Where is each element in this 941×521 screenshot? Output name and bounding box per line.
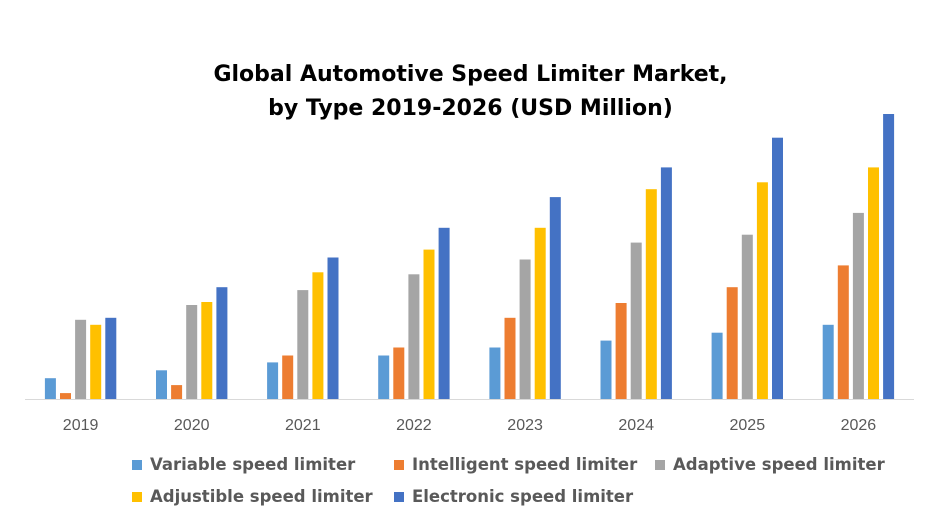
bar-2023-intelligent bbox=[504, 317, 516, 399]
bars-group bbox=[44, 114, 895, 399]
bar-2023-adaptive bbox=[519, 259, 531, 399]
legend-label-adjustible: Adjustible speed limiter bbox=[150, 487, 373, 506]
bar-2023-variable bbox=[489, 347, 501, 399]
legend-label-electronic: Electronic speed limiter bbox=[412, 487, 634, 506]
bar-2025-adaptive bbox=[741, 234, 753, 399]
bar-2025-electronic bbox=[772, 137, 783, 399]
legend-swatch-electronic bbox=[394, 491, 404, 502]
legend-label-intelligent: Intelligent speed limiter bbox=[412, 455, 638, 474]
bar-2022-electronic bbox=[438, 227, 450, 399]
bar-2024-adjustible bbox=[645, 189, 657, 399]
legend-item-electronic: Electronic speed limiter bbox=[394, 487, 633, 506]
bar-2022-intelligent bbox=[393, 347, 405, 399]
bar-2026-adjustible bbox=[868, 167, 879, 399]
bar-2021-adjustible bbox=[312, 272, 324, 399]
bar-2024-variable bbox=[600, 340, 612, 399]
bar-2026-variable bbox=[822, 324, 834, 399]
bar-2024-electronic bbox=[660, 167, 672, 399]
bar-2019-adjustible bbox=[90, 324, 102, 399]
x-tick-label-2023: 2023 bbox=[507, 417, 543, 434]
x-tick-label-2024: 2024 bbox=[618, 417, 654, 434]
x-tick-labels: 2019 2020 2021 2022 2023 2024 2025 2026 bbox=[63, 417, 876, 434]
bar-2025-variable bbox=[711, 332, 723, 399]
x-tick-label-2020: 2020 bbox=[174, 417, 210, 434]
legend-swatch-adaptive bbox=[655, 459, 665, 470]
chart-title-line-1: Global Automotive Speed Limiter Market, bbox=[213, 62, 728, 87]
legend-swatch-variable bbox=[132, 459, 142, 470]
chart-title: Global Automotive Speed Limiter Market, … bbox=[0, 58, 941, 126]
bar-2020-electronic bbox=[216, 287, 228, 399]
legend-swatch-adjustible bbox=[132, 491, 142, 502]
bar-2023-electronic bbox=[549, 197, 561, 399]
bar-2020-variable bbox=[156, 370, 167, 399]
bar-2020-intelligent bbox=[171, 385, 183, 399]
bar-2021-variable bbox=[267, 362, 279, 399]
bar-2020-adaptive bbox=[186, 305, 198, 399]
bar-2026-electronic bbox=[883, 114, 895, 399]
bar-2021-electronic bbox=[327, 257, 339, 399]
bar-2026-adaptive bbox=[852, 212, 864, 399]
legend-label-variable: Variable speed limiter bbox=[150, 455, 356, 474]
bar-2019-variable bbox=[44, 378, 56, 399]
legend-label-adaptive: Adaptive speed limiter bbox=[673, 455, 885, 474]
bar-2019-adaptive bbox=[75, 319, 87, 399]
legend-item-adaptive: Adaptive speed limiter bbox=[655, 455, 885, 474]
bar-2020-adjustible bbox=[201, 302, 213, 399]
bar-2024-adaptive bbox=[630, 242, 642, 399]
x-tick-label-2025: 2025 bbox=[730, 417, 766, 434]
x-tick-label-2022: 2022 bbox=[396, 417, 432, 434]
x-tick-label-2026: 2026 bbox=[841, 417, 877, 434]
bar-2019-intelligent bbox=[60, 393, 71, 399]
bar-2025-intelligent bbox=[726, 287, 738, 399]
bar-2021-adaptive bbox=[297, 290, 309, 399]
bar-2022-variable bbox=[378, 355, 390, 399]
bar-2022-adjustible bbox=[423, 249, 435, 399]
legend-item-adjustible: Adjustible speed limiter bbox=[132, 487, 373, 506]
bar-2022-adaptive bbox=[408, 274, 420, 399]
chart-title-line-2: by Type 2019-2026 (USD Million) bbox=[268, 96, 673, 121]
bar-2024-intelligent bbox=[615, 303, 627, 399]
bar-2021-intelligent bbox=[282, 355, 294, 399]
bar-2023-adjustible bbox=[534, 227, 546, 399]
bar-2026-intelligent bbox=[837, 265, 849, 399]
x-tick-label-2021: 2021 bbox=[285, 417, 321, 434]
bar-2025-adjustible bbox=[756, 182, 768, 399]
legend-item-variable: Variable speed limiter bbox=[132, 455, 355, 474]
legend-swatch-intelligent bbox=[394, 459, 404, 470]
bar-2019-electronic bbox=[105, 317, 117, 399]
legend-item-intelligent: Intelligent speed limiter bbox=[394, 455, 637, 474]
x-tick-label-2019: 2019 bbox=[63, 417, 99, 434]
